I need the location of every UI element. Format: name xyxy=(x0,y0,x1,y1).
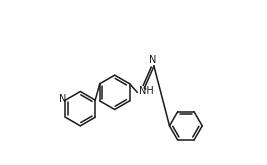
Text: N: N xyxy=(149,55,156,65)
Text: N: N xyxy=(59,94,66,104)
Text: NH: NH xyxy=(139,86,154,97)
